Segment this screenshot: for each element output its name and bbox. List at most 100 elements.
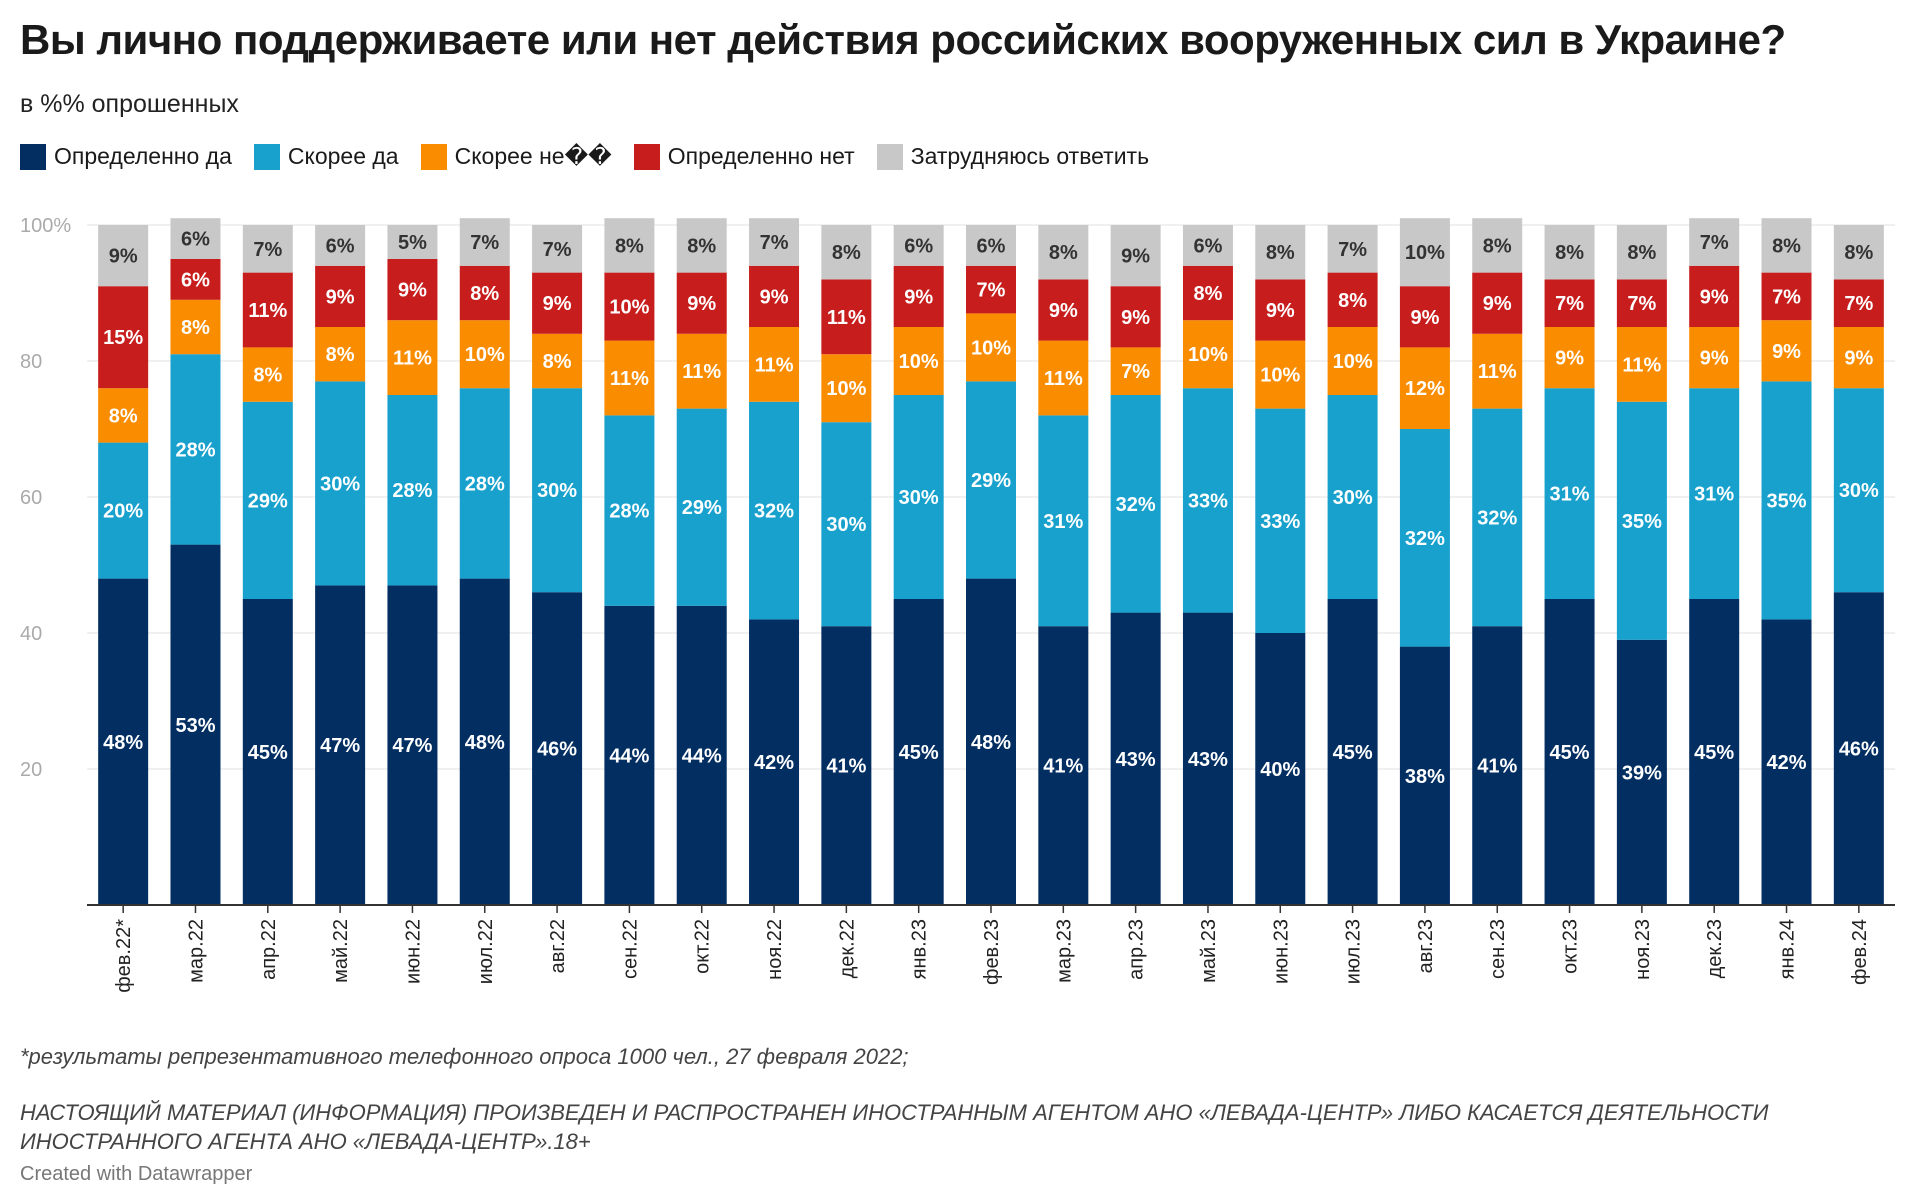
bar-segment[interactable] (966, 578, 1016, 905)
bar-segment[interactable] (1327, 599, 1378, 905)
bar-segment[interactable] (315, 585, 366, 905)
bar-segment[interactable] (459, 320, 510, 389)
credit-link[interactable]: Created with Datawrapper (20, 1163, 253, 1185)
bar-segment[interactable] (315, 265, 366, 327)
bar-segment[interactable] (1689, 265, 1740, 327)
bar-segment[interactable] (821, 422, 872, 627)
bar-segment[interactable] (387, 320, 438, 395)
bar-segment[interactable] (1472, 408, 1523, 627)
bar-segment[interactable] (1472, 333, 1523, 409)
bar-segment[interactable] (749, 218, 800, 266)
bar-segment[interactable] (1255, 408, 1306, 633)
bar-segment[interactable] (170, 544, 221, 905)
bar-segment[interactable] (315, 327, 366, 382)
bar-segment[interactable] (1544, 327, 1595, 389)
bar-segment[interactable] (1182, 612, 1233, 905)
bar-segment[interactable] (1761, 381, 1812, 620)
bar-segment[interactable] (676, 272, 727, 334)
bar-segment[interactable] (1833, 592, 1884, 905)
bar-segment[interactable] (315, 381, 366, 586)
bar-segment[interactable] (387, 395, 438, 586)
bar-segment[interactable] (604, 605, 655, 905)
bar-segment[interactable] (893, 599, 944, 905)
bar-segment[interactable] (1327, 225, 1378, 273)
bar-segment[interactable] (1255, 225, 1306, 280)
bar-segment[interactable] (1399, 347, 1450, 429)
bar-segment[interactable] (893, 395, 944, 599)
bar-segment[interactable] (749, 265, 800, 327)
bar-segment[interactable] (98, 388, 149, 443)
bar-segment[interactable] (1689, 327, 1740, 389)
bar-segment[interactable] (676, 408, 727, 606)
bar-segment[interactable] (676, 218, 727, 273)
bar-segment[interactable] (1038, 340, 1089, 416)
bar-segment[interactable] (1182, 225, 1233, 266)
bar-segment[interactable] (1255, 340, 1306, 409)
bar-segment[interactable] (98, 442, 149, 579)
bar-segment[interactable] (387, 585, 438, 905)
bar-segment[interactable] (1544, 388, 1595, 599)
bar-segment[interactable] (170, 354, 221, 545)
bar-segment[interactable] (1472, 218, 1523, 273)
bar-segment[interactable] (532, 272, 583, 334)
bar-segment[interactable] (1761, 320, 1812, 382)
bar-segment[interactable] (1689, 218, 1740, 266)
bar-segment[interactable] (1616, 401, 1667, 640)
bar-segment[interactable] (1110, 395, 1161, 613)
bar-segment[interactable] (1544, 279, 1595, 327)
bar-segment[interactable] (1182, 320, 1233, 389)
bar-segment[interactable] (604, 340, 655, 416)
bar-segment[interactable] (170, 259, 221, 300)
bar-segment[interactable] (1689, 599, 1740, 905)
bar-segment[interactable] (1327, 272, 1378, 327)
bar-segment[interactable] (459, 388, 510, 579)
bar-segment[interactable] (459, 265, 510, 321)
bar-segment[interactable] (242, 401, 293, 599)
bar-segment[interactable] (1110, 225, 1161, 287)
bar-segment[interactable] (893, 265, 944, 327)
bar-segment[interactable] (1255, 279, 1306, 341)
bar-segment[interactable] (1616, 225, 1667, 280)
bar-segment[interactable] (1616, 327, 1667, 402)
bar-segment[interactable] (1544, 225, 1595, 280)
bar-segment[interactable] (1761, 272, 1812, 321)
bar-segment[interactable] (98, 578, 149, 905)
bar-segment[interactable] (749, 401, 800, 620)
bar-segment[interactable] (1833, 388, 1884, 593)
bar-segment[interactable] (1327, 395, 1378, 599)
bar-segment[interactable] (1544, 599, 1595, 905)
bar-segment[interactable] (604, 415, 655, 606)
bar-segment[interactable] (821, 279, 872, 355)
bar-segment[interactable] (242, 225, 293, 273)
bar-segment[interactable] (1255, 633, 1306, 905)
bar-segment[interactable] (1038, 626, 1089, 905)
bar-segment[interactable] (170, 299, 221, 355)
bar-segment[interactable] (1616, 279, 1667, 327)
bar-segment[interactable] (966, 265, 1016, 314)
bar-segment[interactable] (893, 225, 944, 266)
bar-segment[interactable] (1110, 347, 1161, 395)
bar-segment[interactable] (1182, 265, 1233, 321)
bar-segment[interactable] (532, 592, 583, 905)
bar-segment[interactable] (749, 327, 800, 402)
bar-segment[interactable] (966, 381, 1016, 579)
bar-segment[interactable] (98, 286, 149, 389)
bar-segment[interactable] (821, 225, 872, 280)
bar-segment[interactable] (1399, 218, 1450, 287)
bar-segment[interactable] (676, 605, 727, 905)
bar-segment[interactable] (1761, 218, 1812, 273)
bar-segment[interactable] (1833, 225, 1884, 280)
bar-segment[interactable] (242, 347, 293, 402)
bar-segment[interactable] (170, 218, 221, 259)
bar-segment[interactable] (1761, 619, 1812, 905)
bar-segment[interactable] (242, 599, 293, 905)
bar-segment[interactable] (387, 225, 438, 259)
bar-segment[interactable] (1616, 639, 1667, 905)
bar-segment[interactable] (532, 333, 583, 389)
bar-segment[interactable] (1110, 286, 1161, 348)
bar-segment[interactable] (676, 333, 727, 409)
bar-segment[interactable] (966, 313, 1016, 382)
bar-segment[interactable] (242, 272, 293, 348)
bar-segment[interactable] (893, 327, 944, 395)
bar-segment[interactable] (1472, 626, 1523, 905)
